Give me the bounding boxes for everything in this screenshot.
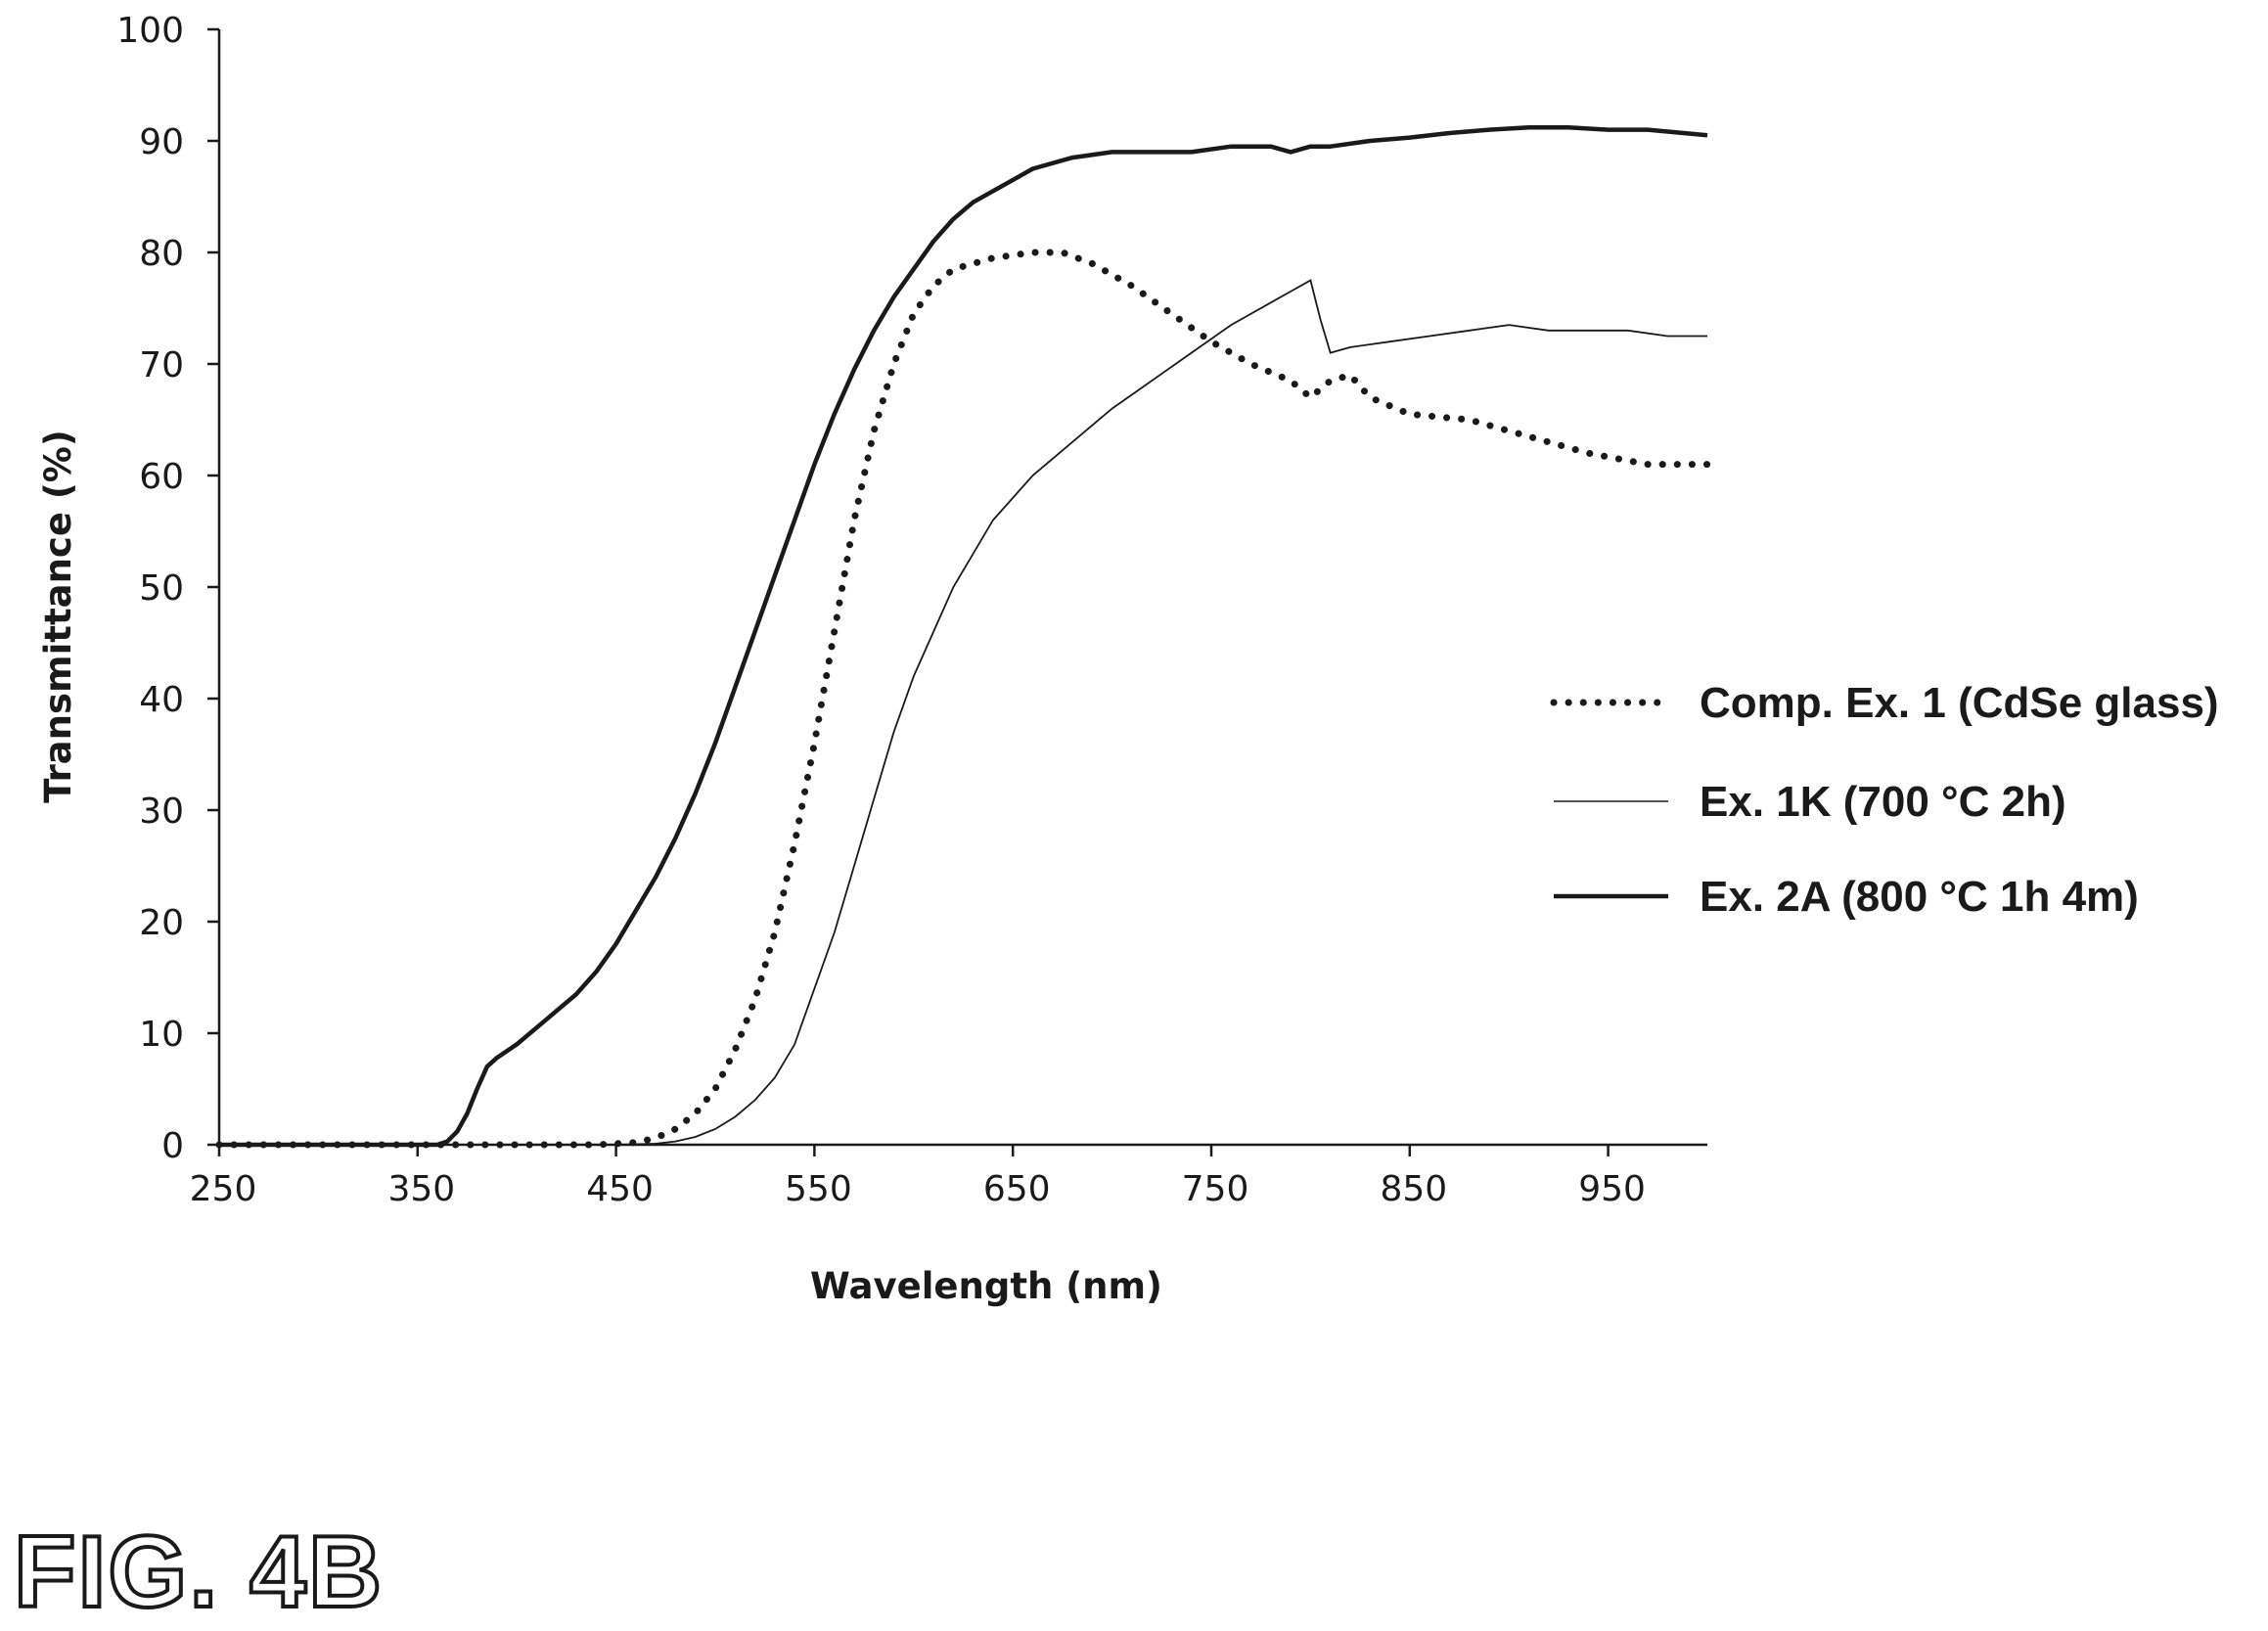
x-tick-label: 250	[190, 1169, 257, 1209]
series-line-3	[219, 125, 1708, 1148]
y-tick-label: 80	[139, 234, 184, 274]
series-line-2	[219, 279, 1707, 1146]
y-tick-label: 20	[139, 903, 184, 943]
x-tick-label: 550	[785, 1169, 852, 1209]
legend: Comp. Ex. 1 (CdSe glass) Ex. 1K (700 °C …	[1550, 679, 2219, 921]
x-tick-label: 950	[1578, 1169, 1646, 1209]
figure-label: FIG. 4B	[12, 1516, 385, 1629]
x-tick-label: 450	[586, 1169, 654, 1209]
y-tick-label: 50	[139, 568, 184, 609]
x-tick-label: 350	[387, 1169, 455, 1209]
y-axis-ticks: 0 10 20 30 40 50 60 70 80 90 100	[116, 11, 219, 1166]
legend-label-ex-1k: Ex. 1K (700 °C 2h)	[1700, 778, 2066, 826]
y-tick-label: 70	[139, 345, 184, 385]
x-tick-label: 850	[1380, 1169, 1447, 1209]
legend-label-ex-2a: Ex. 2A (800 °C 1h 4m)	[1700, 873, 2139, 921]
series-line-1	[215, 249, 1711, 1149]
y-tick-label: 10	[139, 1015, 184, 1055]
y-tick-label: 0	[161, 1126, 184, 1166]
axes	[217, 29, 1707, 1147]
legend-label-comp-ex-1: Comp. Ex. 1 (CdSe glass)	[1700, 679, 2219, 727]
x-tick-label: 650	[983, 1169, 1051, 1209]
y-tick-label: 60	[139, 457, 184, 497]
y-tick-label: 30	[139, 792, 184, 832]
y-axis-title: Transmittance (%)	[37, 430, 79, 802]
y-tick-label: 90	[139, 122, 184, 162]
y-tick-label: 40	[139, 680, 184, 720]
y-tick-label: 100	[116, 11, 184, 51]
x-tick-label: 750	[1182, 1169, 1249, 1209]
x-axis-title: Wavelength (nm)	[810, 1265, 1162, 1307]
series-layer	[215, 125, 1711, 1149]
x-axis-ticks: 250 350 450 550 650 750 850 950	[190, 1145, 1646, 1209]
